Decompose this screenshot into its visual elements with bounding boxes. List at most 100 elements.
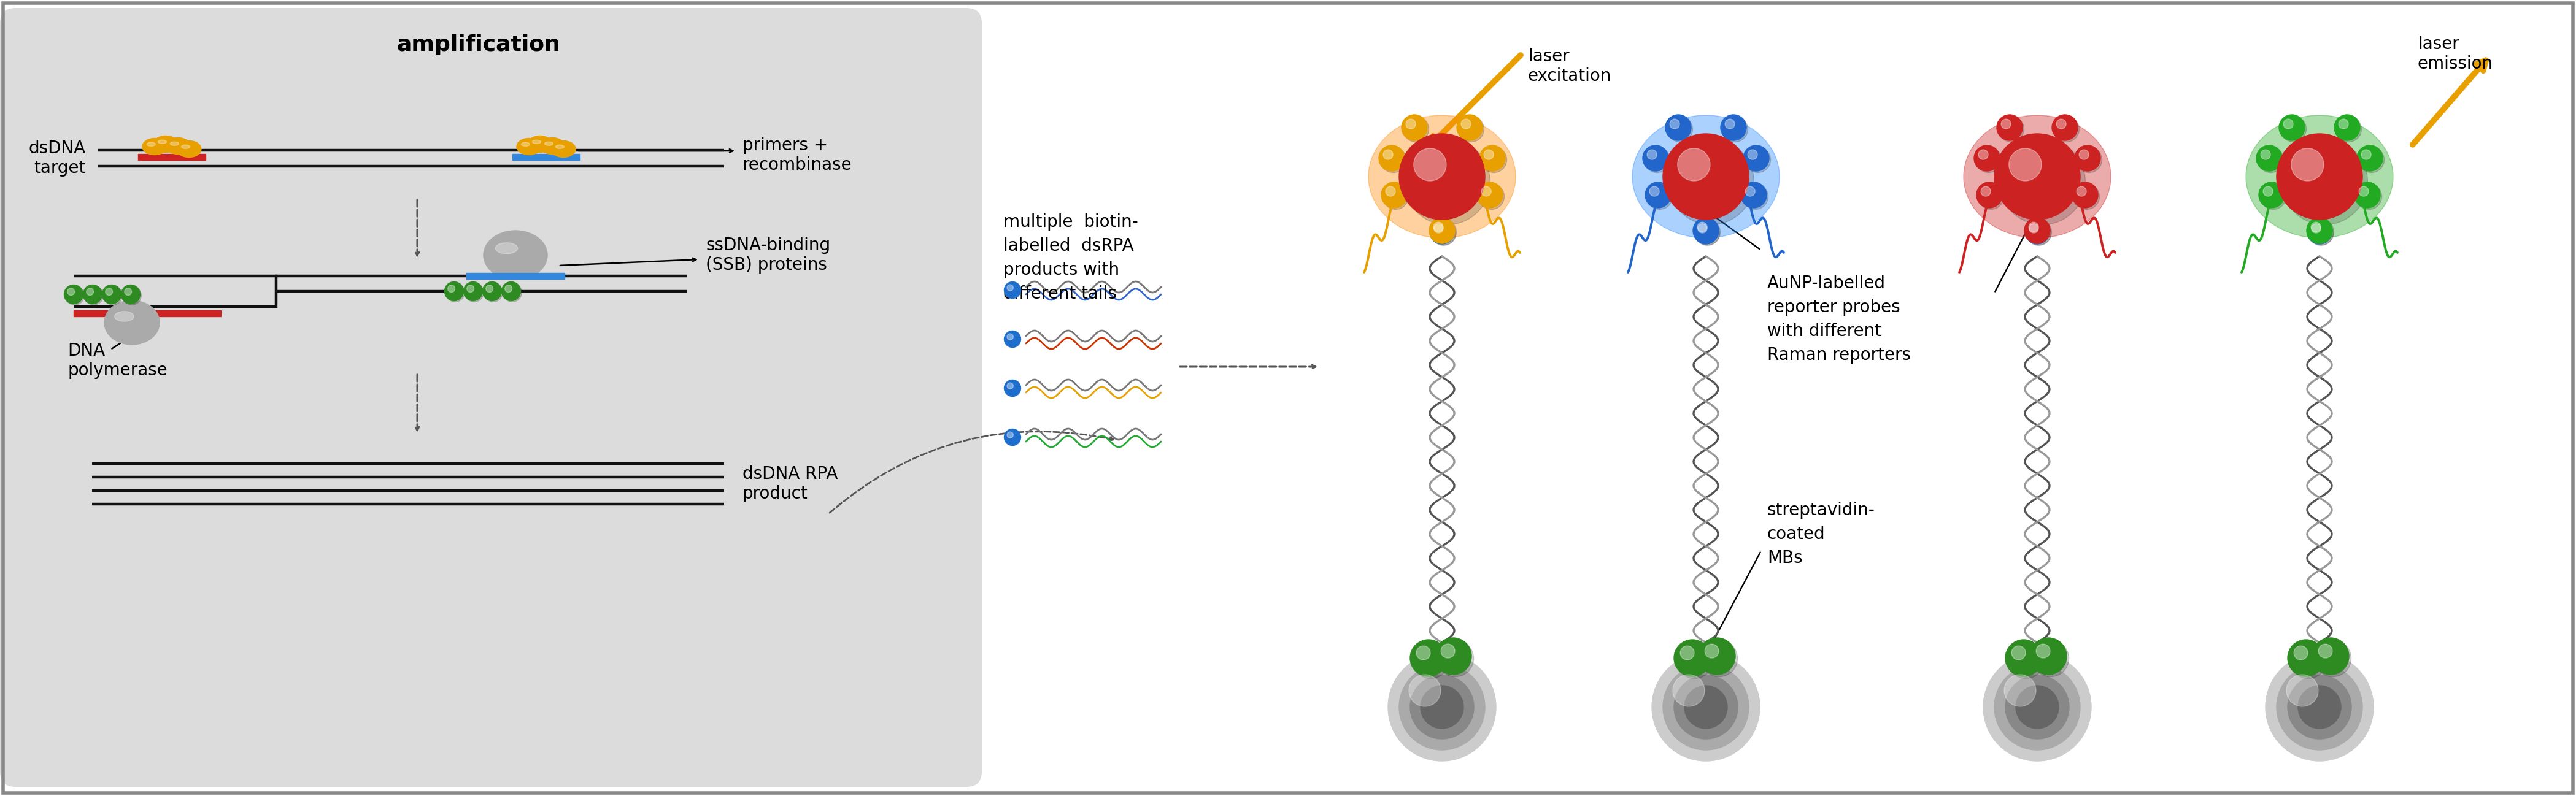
- Ellipse shape: [495, 243, 518, 254]
- Circle shape: [1432, 221, 1455, 245]
- Circle shape: [1723, 116, 1749, 142]
- Circle shape: [1399, 664, 1484, 750]
- Circle shape: [2257, 146, 2282, 171]
- Circle shape: [1674, 640, 1710, 677]
- Circle shape: [1976, 182, 2002, 208]
- Circle shape: [1437, 640, 1473, 677]
- Circle shape: [2004, 675, 2069, 739]
- Circle shape: [1996, 115, 2022, 140]
- Circle shape: [121, 285, 139, 304]
- FancyBboxPatch shape: [0, 8, 981, 786]
- Circle shape: [448, 285, 456, 292]
- Circle shape: [1458, 116, 1484, 142]
- Ellipse shape: [178, 141, 201, 158]
- Circle shape: [2056, 119, 2066, 129]
- Ellipse shape: [1963, 115, 2110, 238]
- Circle shape: [482, 282, 502, 301]
- Circle shape: [1404, 139, 1489, 224]
- Circle shape: [1698, 222, 1708, 232]
- Text: streptavidin-
coated
MBs: streptavidin- coated MBs: [1767, 501, 1875, 567]
- Circle shape: [1388, 653, 1497, 761]
- Circle shape: [1383, 184, 1409, 209]
- Circle shape: [67, 288, 75, 295]
- Text: dsDNA
target: dsDNA target: [28, 140, 85, 177]
- Circle shape: [1458, 115, 1484, 140]
- Circle shape: [2287, 640, 2324, 677]
- Circle shape: [1646, 184, 1672, 209]
- Ellipse shape: [165, 138, 191, 154]
- Circle shape: [2287, 674, 2318, 707]
- Circle shape: [1404, 116, 1430, 142]
- Circle shape: [1476, 182, 1502, 208]
- Circle shape: [1649, 186, 1659, 197]
- Ellipse shape: [518, 139, 541, 155]
- Bar: [513, 154, 580, 160]
- Circle shape: [2293, 646, 2308, 660]
- Circle shape: [502, 283, 523, 302]
- Circle shape: [1481, 186, 1492, 197]
- Circle shape: [1698, 224, 1708, 233]
- Circle shape: [2012, 646, 2025, 660]
- Ellipse shape: [2246, 115, 2393, 238]
- Circle shape: [1994, 134, 2081, 220]
- Circle shape: [2277, 664, 2362, 750]
- Circle shape: [2079, 150, 2089, 159]
- Circle shape: [1672, 674, 1705, 707]
- Circle shape: [106, 288, 113, 295]
- Ellipse shape: [528, 136, 551, 152]
- Circle shape: [1414, 148, 1445, 181]
- Circle shape: [466, 285, 474, 292]
- Ellipse shape: [544, 142, 554, 146]
- Circle shape: [1999, 139, 2087, 224]
- Circle shape: [2308, 221, 2334, 245]
- Circle shape: [1744, 146, 1770, 171]
- Bar: [139, 154, 206, 160]
- Circle shape: [82, 285, 103, 304]
- Circle shape: [2287, 675, 2352, 739]
- Circle shape: [1994, 664, 2081, 750]
- Circle shape: [2313, 640, 2352, 677]
- Circle shape: [2025, 219, 2050, 245]
- Circle shape: [1978, 150, 1989, 159]
- Circle shape: [1744, 186, 1754, 197]
- Circle shape: [1435, 638, 1471, 674]
- Circle shape: [1378, 146, 1404, 171]
- Circle shape: [1695, 219, 1721, 245]
- Circle shape: [1669, 119, 1680, 129]
- Circle shape: [1692, 217, 1718, 244]
- Circle shape: [2357, 184, 2383, 209]
- Text: amplification: amplification: [397, 34, 562, 55]
- Circle shape: [1432, 222, 1443, 232]
- Circle shape: [1677, 642, 1713, 679]
- Circle shape: [484, 283, 502, 302]
- Circle shape: [2259, 184, 2285, 209]
- Circle shape: [1664, 664, 1749, 750]
- Circle shape: [2290, 148, 2324, 181]
- Circle shape: [2264, 186, 2272, 197]
- Circle shape: [464, 282, 482, 301]
- Circle shape: [2336, 116, 2362, 142]
- Text: dsDNA RPA
product: dsDNA RPA product: [742, 466, 837, 502]
- Circle shape: [1435, 224, 1443, 233]
- Circle shape: [1651, 653, 1759, 761]
- Circle shape: [1481, 147, 1507, 173]
- Circle shape: [2017, 685, 2058, 728]
- Circle shape: [1978, 184, 2004, 209]
- Circle shape: [1479, 184, 1504, 209]
- Circle shape: [1674, 675, 1739, 739]
- Circle shape: [2027, 221, 2050, 245]
- Circle shape: [1381, 182, 1406, 208]
- Circle shape: [1643, 147, 1669, 173]
- Circle shape: [2053, 115, 2079, 140]
- Circle shape: [1386, 186, 1396, 197]
- Circle shape: [2035, 644, 2050, 658]
- Circle shape: [2298, 685, 2342, 728]
- Circle shape: [1685, 685, 1728, 728]
- Circle shape: [1692, 220, 1718, 244]
- Circle shape: [2009, 148, 2043, 181]
- Circle shape: [1695, 221, 1721, 245]
- Circle shape: [1430, 220, 1455, 244]
- Circle shape: [1700, 640, 1739, 677]
- Circle shape: [1999, 116, 2025, 142]
- Circle shape: [2076, 186, 2087, 197]
